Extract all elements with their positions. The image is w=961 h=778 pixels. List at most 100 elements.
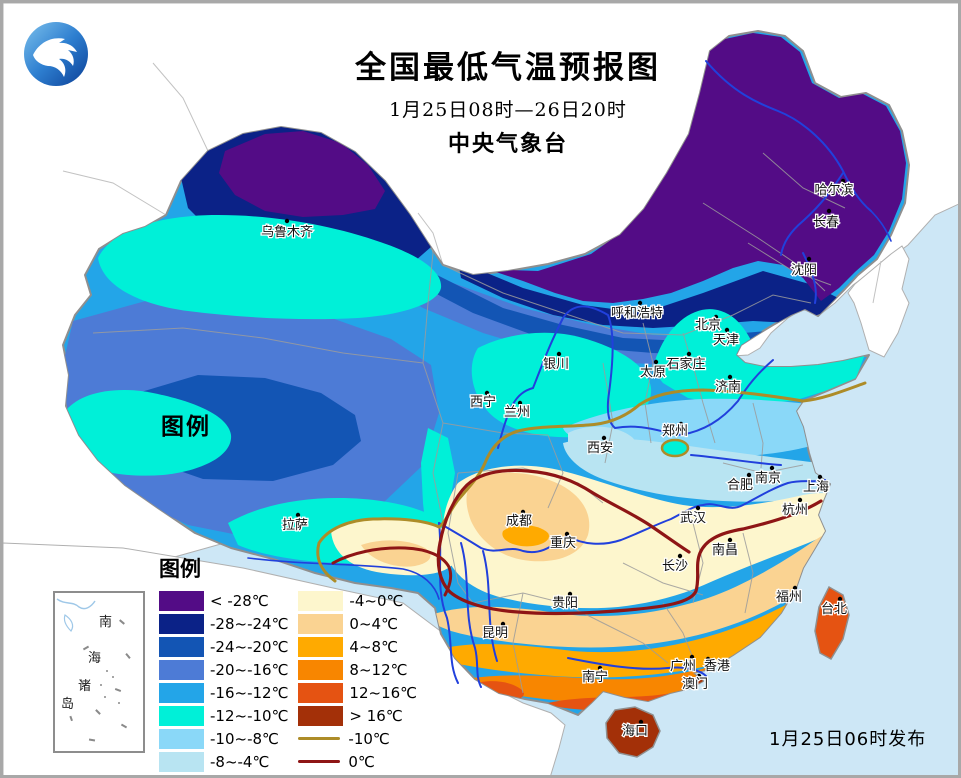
color-swatch [159, 705, 204, 726]
city-label: 沈阳 [791, 263, 817, 278]
city-label: 合肥 [727, 478, 753, 493]
inset-sea-label-char: 南 [99, 615, 113, 630]
city-dot [678, 421, 684, 427]
city-label: 台北 [821, 602, 847, 617]
legend-label: 12~16℃ [349, 683, 418, 702]
legend-swatch-row: 4~8℃ [298, 635, 417, 658]
city-dot [567, 591, 573, 597]
huai-river [690, 454, 782, 466]
color-swatch [298, 613, 344, 634]
city-label: 西安 [587, 441, 613, 456]
legend-isoline-row: -10℃ [298, 727, 417, 750]
city-label: 广州 [670, 659, 696, 674]
zero-isotherm-tibet [331, 546, 453, 597]
legend-swatch-row: > 16℃ [298, 704, 417, 727]
legend-swatch-row: -16~-12℃ [159, 681, 288, 704]
temperature-zones [63, 33, 906, 711]
legend-label: -12~-10℃ [210, 706, 289, 725]
city-dot [746, 472, 752, 478]
city-dot [638, 719, 644, 725]
legend: 图例 < -28℃ -28~-24℃ -24~-20℃ -20~-16℃ -16~-12… [159, 553, 459, 773]
legend-cold-column: < -28℃ -28~-24℃ -24~-20℃ -20~-16℃ -16~-12℃ -1… [159, 589, 288, 773]
release-time: 1月25日06时发布 [769, 729, 927, 750]
legend-swatch-row: 0~4℃ [298, 612, 417, 635]
city-dot [601, 435, 607, 441]
city-label: 南京 [755, 470, 781, 486]
color-swatch [159, 613, 204, 634]
city-label: 贵阳 [552, 596, 578, 611]
cma-logo [24, 22, 88, 86]
legend-swatch-row: < -28℃ [159, 589, 288, 612]
city-dot [792, 585, 798, 591]
legend-label: -20~-16℃ [210, 660, 289, 679]
foreign-borders [62, 62, 882, 304]
legend-label: 0~4℃ [349, 614, 398, 633]
inset-sea-label-char: 岛 [61, 697, 75, 712]
city-dot [517, 400, 523, 406]
legend-label: 8~12℃ [349, 660, 408, 679]
legend-swatch-row: -28~-24℃ [159, 612, 288, 635]
taiwan-island [814, 585, 850, 661]
city-label: 海口 [622, 724, 648, 739]
map-valid-period: 1月25日08时—26日20时 [389, 98, 627, 121]
agency-name: 中央气象台 [447, 130, 568, 157]
legend-isoline-row: 0℃ [298, 750, 417, 773]
city-dot [637, 300, 643, 306]
city-dot [695, 505, 701, 511]
city-dot [689, 654, 695, 660]
city-label: 武汉 [680, 511, 706, 526]
city-dot [556, 351, 562, 357]
city-dot [696, 673, 702, 679]
legend-swatch-row: -10~-8℃ [159, 727, 288, 750]
city-dot [724, 327, 730, 333]
legend-label: -24~-20℃ [210, 637, 289, 656]
city-dot [677, 553, 683, 559]
rivers [247, 60, 892, 688]
city-label: 拉萨 [282, 518, 308, 533]
city-label: 天津 [713, 333, 739, 348]
legend-swatch-row: -8~-4℃ [159, 750, 288, 773]
city-dot [484, 390, 490, 396]
city-dot [769, 465, 775, 471]
city-dot [500, 621, 506, 627]
color-swatch [298, 636, 344, 657]
city-dot [727, 537, 733, 543]
city-dot [837, 596, 843, 602]
city-label: 杭州 [782, 503, 808, 518]
color-swatch [298, 682, 344, 703]
isoline-sample [298, 760, 341, 763]
color-swatch [298, 705, 344, 726]
inset-sea-label-char: 诸 [78, 679, 92, 694]
legend-swatch-row: -4~0℃ [298, 589, 417, 612]
legend-label: -8~-4℃ [210, 752, 270, 771]
city-label: 成都 [506, 514, 532, 529]
city-dot [686, 351, 692, 357]
city-label: 西宁 [470, 394, 496, 410]
city-label: 乌鲁木齐 [261, 224, 313, 240]
city-dot [284, 218, 290, 224]
zero-isotherm [436, 468, 823, 616]
color-swatch [298, 659, 344, 680]
city-label: 银川 [543, 357, 569, 372]
city-label: 上海 [803, 480, 829, 495]
legend-label: > 16℃ [349, 706, 403, 725]
city-label: 长沙 [662, 559, 688, 574]
city-dot [840, 178, 846, 184]
legend-label: 4~8℃ [349, 637, 398, 656]
color-swatch [298, 590, 344, 611]
legend-label: -10℃ [348, 729, 390, 748]
map-title: 全国最低气温预报图 [355, 50, 661, 86]
legend-label: -28~-24℃ [210, 614, 289, 633]
city-label: 太原 [640, 365, 666, 380]
map-inline-legend-word: 图例 [161, 413, 211, 440]
yangtze-river [438, 479, 826, 554]
color-swatch [159, 590, 204, 611]
color-swatch [159, 751, 204, 772]
city-dot [705, 656, 711, 662]
legend-swatch-row: -20~-16℃ [159, 658, 288, 681]
city-label: 呼和浩特 [611, 306, 663, 321]
title-block: 全国最低气温预报图 1月25日08时—26日20时 中央气象台 [333, 50, 683, 158]
isotherm-lines [316, 381, 867, 616]
pearl-river [567, 657, 707, 677]
city-dot [597, 665, 603, 671]
